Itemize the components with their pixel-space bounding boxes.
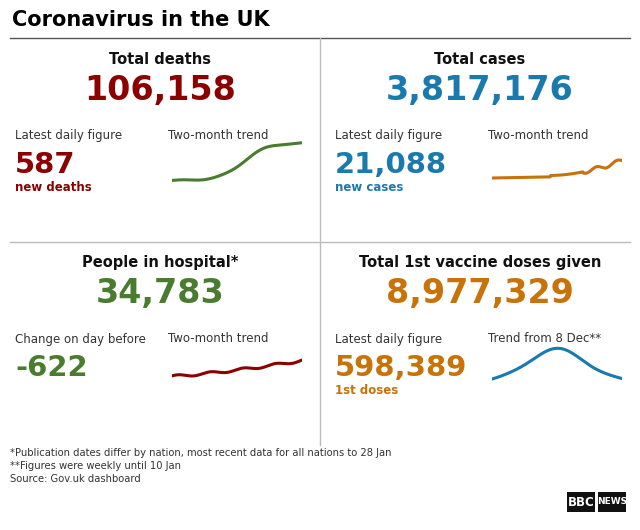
Text: Latest daily figure: Latest daily figure — [335, 332, 442, 346]
Text: -622: -622 — [15, 355, 88, 383]
Text: *Publication dates differ by nation, most recent data for all nations to 28 Jan: *Publication dates differ by nation, mos… — [10, 448, 392, 458]
Text: Two-month trend: Two-month trend — [488, 129, 589, 142]
Text: 8,977,329: 8,977,329 — [386, 278, 574, 311]
Bar — [567, 492, 595, 512]
Text: Coronavirus in the UK: Coronavirus in the UK — [12, 10, 269, 30]
Text: People in hospital*: People in hospital* — [82, 255, 238, 270]
Text: 598,389: 598,389 — [335, 355, 467, 383]
Text: Total deaths: Total deaths — [109, 52, 211, 67]
Text: Trend from 8 Dec**: Trend from 8 Dec** — [488, 332, 601, 346]
Text: Two-month trend: Two-month trend — [168, 332, 269, 346]
Text: Latest daily figure: Latest daily figure — [335, 129, 442, 142]
Text: 21,088: 21,088 — [335, 151, 447, 179]
Text: Source: Gov.uk dashboard: Source: Gov.uk dashboard — [10, 474, 141, 484]
Text: BBC: BBC — [568, 496, 595, 508]
Text: new deaths: new deaths — [15, 181, 92, 194]
Text: 106,158: 106,158 — [84, 74, 236, 107]
Text: Total cases: Total cases — [435, 52, 525, 67]
Text: new cases: new cases — [335, 181, 403, 194]
Text: **Figures were weekly until 10 Jan: **Figures were weekly until 10 Jan — [10, 461, 181, 471]
Bar — [598, 492, 626, 512]
Text: 587: 587 — [15, 151, 76, 179]
Text: Total 1st vaccine doses given: Total 1st vaccine doses given — [359, 255, 601, 270]
Text: Two-month trend: Two-month trend — [168, 129, 269, 142]
Text: Latest daily figure: Latest daily figure — [15, 129, 122, 142]
Text: NEWS: NEWS — [597, 498, 627, 507]
Text: 34,783: 34,783 — [95, 278, 225, 311]
Text: Change on day before: Change on day before — [15, 332, 146, 346]
Text: 1st doses: 1st doses — [335, 384, 398, 398]
Text: 3,817,176: 3,817,176 — [386, 74, 574, 107]
